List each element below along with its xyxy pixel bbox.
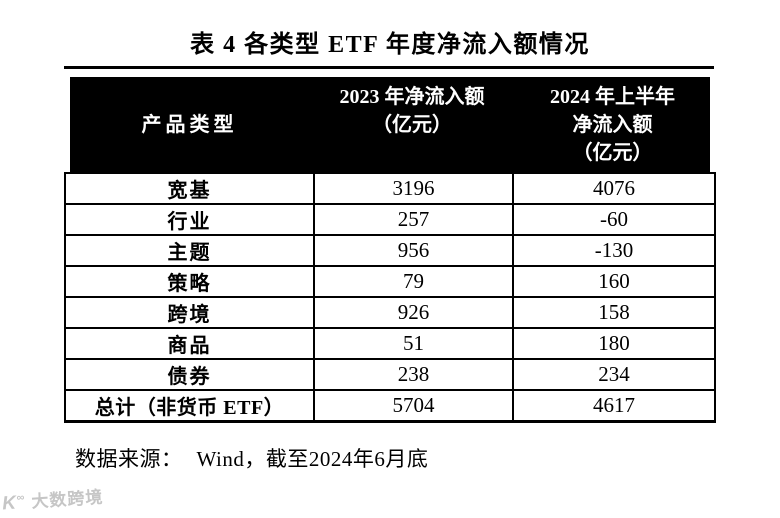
data-source-label: 数据来源： — [75, 447, 183, 471]
header-2023-inflow: 2023 年净流入额 （亿元） — [309, 77, 515, 172]
table-header-row: 产品类型 2023 年净流入额 （亿元） 2024 年上半年 净流入额 （亿元） — [70, 77, 710, 172]
table-row-bond: 债券 238 234 — [64, 358, 716, 391]
cell-2023-inflow: 3196 — [313, 172, 514, 205]
watermark-logo-icon: K∞ — [1, 492, 26, 515]
cell-2023-inflow: 926 — [313, 296, 514, 329]
watermark-logo-superscript: ∞ — [16, 491, 26, 505]
table-row-broad-based: 宽基 3196 4076 — [64, 172, 716, 205]
cell-2023-inflow: 257 — [313, 203, 514, 236]
watermark-text: 大数跨境 — [30, 487, 104, 512]
table-row-cross-border: 跨境 926 158 — [64, 296, 716, 329]
cell-category: 跨境 — [64, 296, 315, 329]
table-row-commodity: 商品 51 180 — [64, 327, 716, 360]
cell-category: 宽基 — [64, 172, 315, 205]
header-2023-line1: 2023 年净流入额 — [339, 86, 485, 108]
cell-2024h1-inflow: 158 — [512, 296, 716, 329]
cell-2023-inflow: 51 — [313, 327, 514, 360]
table-top-rule — [64, 66, 714, 69]
table-row-sector: 行业 257 -60 — [64, 203, 716, 236]
cell-category: 策略 — [64, 265, 315, 298]
cell-category: 商品 — [64, 327, 315, 360]
cell-2023-inflow: 956 — [313, 234, 514, 267]
header-2024h1-line1: 2024 年上半年 — [550, 86, 675, 108]
cell-2024h1-inflow: 4617 — [512, 389, 716, 423]
cell-2024h1-inflow: -130 — [512, 234, 716, 267]
cell-2023-inflow: 79 — [313, 265, 514, 298]
table-title: 表 4 各类型 ETF 年度净流入额情况 — [190, 32, 590, 58]
table-row-total: 总计（非货币 ETF） 5704 4617 — [64, 389, 716, 423]
cell-2024h1-inflow: 160 — [512, 265, 716, 298]
cell-category-total: 总计（非货币 ETF） — [64, 389, 315, 423]
table-row-strategy: 策略 79 160 — [64, 265, 716, 298]
table-row-theme: 主题 956 -130 — [64, 234, 716, 267]
cell-2023-inflow: 238 — [313, 358, 514, 391]
data-source-value: Wind，截至2024年6月底 — [196, 447, 429, 471]
header-product-type-label: 产品类型 — [141, 113, 238, 136]
cell-category: 主题 — [64, 234, 315, 267]
header-2024h1-line2: 净流入额 — [572, 114, 653, 136]
cell-2024h1-inflow: 234 — [512, 358, 716, 391]
cell-2023-inflow: 5704 — [313, 389, 514, 423]
cell-2024h1-inflow: 180 — [512, 327, 716, 360]
etf-net-inflow-table: 产品类型 2023 年净流入额 （亿元） 2024 年上半年 净流入额 （亿元）… — [64, 66, 716, 423]
header-2024h1-line3: （亿元） — [572, 142, 653, 164]
data-source-note: 数据来源： Wind，截至2024年6月底 — [75, 443, 780, 473]
cell-category: 债券 — [64, 358, 315, 391]
header-2023-line2: （亿元） — [372, 114, 452, 136]
header-2024h1-inflow: 2024 年上半年 净流入额 （亿元） — [515, 77, 710, 172]
cell-2024h1-inflow: -60 — [512, 203, 716, 236]
table-body: 宽基 3196 4076 行业 257 -60 主题 956 -130 策略 7… — [64, 172, 716, 423]
cell-category: 行业 — [64, 203, 315, 236]
cell-2024h1-inflow: 4076 — [512, 172, 716, 205]
watermark: K∞ 大数跨境 — [1, 482, 104, 515]
watermark-logo-letter: K — [1, 492, 18, 515]
header-product-type: 产品类型 — [70, 77, 309, 172]
